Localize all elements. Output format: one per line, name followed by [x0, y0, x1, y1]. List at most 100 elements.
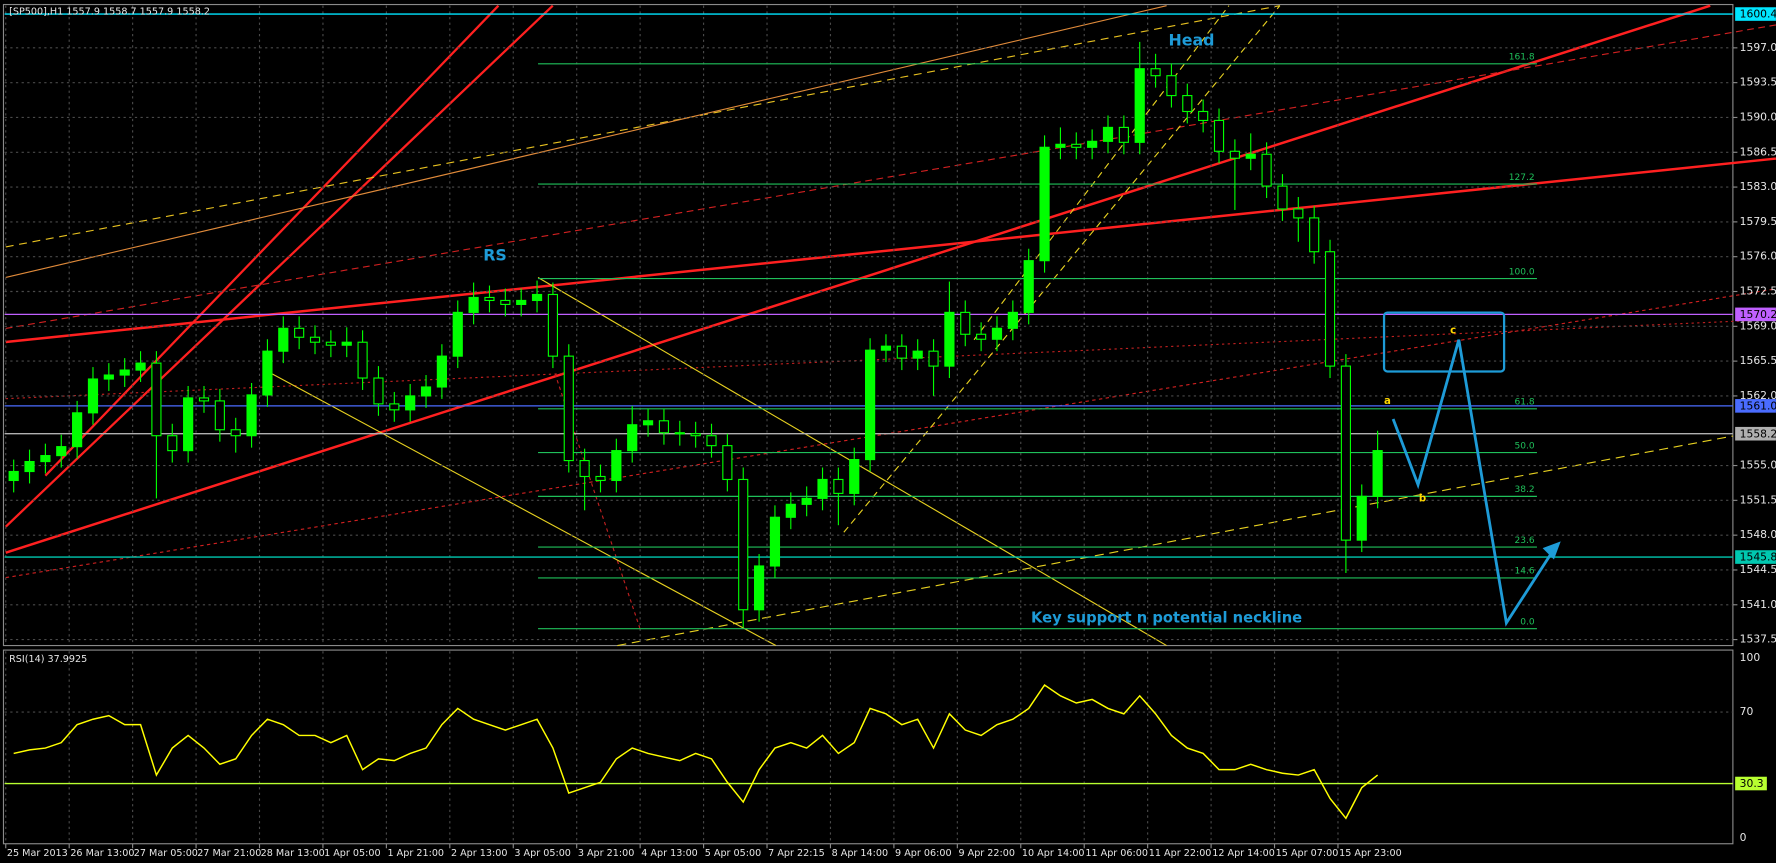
candle-body: [896, 345, 907, 359]
trend-line: [44, 4, 500, 477]
x-tick-label: 27 Mar 21:00: [197, 848, 261, 859]
candle-body: [1166, 75, 1177, 97]
price-label-box: [1735, 7, 1776, 21]
candle-body: [912, 350, 923, 359]
candle-body: [611, 450, 622, 482]
candle-body: [309, 336, 321, 343]
candle-body: [738, 478, 749, 611]
candle-body: [1213, 119, 1225, 152]
trend-line: [5, 4, 1711, 554]
annotation: b: [1419, 493, 1426, 504]
y-tick-label: 1569.0: [1740, 319, 1776, 332]
candle-body: [1372, 450, 1383, 497]
x-tick-label: 4 Apr 13:00: [641, 848, 698, 859]
candle-body: [690, 433, 701, 437]
candle-body: [389, 403, 400, 411]
price-label: 1558.2: [1740, 427, 1776, 440]
candle-body: [341, 341, 352, 346]
fib-label: 127.2: [1509, 173, 1535, 183]
candle-body: [658, 420, 670, 434]
fib-label: 161.8: [1509, 52, 1535, 62]
trend-line: [5, 5, 1280, 248]
arrow-head: [1542, 541, 1561, 560]
candle-body: [991, 327, 1003, 340]
x-tick-label: 15 Apr 07:00: [1276, 848, 1339, 859]
price-label-box: [1735, 426, 1776, 441]
y-tick-label: 1555.0: [1740, 459, 1776, 472]
candle-body: [960, 311, 971, 335]
price-label-box: [1735, 307, 1776, 322]
candle-body: [373, 377, 384, 405]
rsi-tick-label: 0: [1740, 831, 1747, 844]
price-label: 1570.2: [1740, 308, 1776, 321]
trend-line: [271, 373, 777, 647]
fib-label: 38.2: [1515, 485, 1535, 495]
candle-body: [579, 460, 590, 478]
candle-body: [785, 503, 796, 518]
candle-body: [24, 460, 35, 473]
rsi-line: [13, 683, 1379, 820]
annotation: a: [1384, 396, 1391, 407]
trend-line: [973, 5, 1230, 341]
candle-body: [1182, 95, 1193, 113]
y-tick-label: 1590.0: [1740, 110, 1776, 123]
candle-body: [976, 333, 987, 340]
candle-body: [1102, 126, 1114, 142]
candle-body: [72, 412, 83, 448]
trend-line: [843, 5, 1281, 533]
rsi-level-box: [1735, 776, 1767, 791]
candle-body: [1118, 126, 1129, 143]
candle-body: [436, 355, 447, 388]
candle-body: [801, 497, 812, 505]
trend-line: [617, 435, 1733, 647]
price-label-box: [1735, 399, 1776, 413]
candle-body: [262, 350, 273, 396]
x-tick-label: 9 Apr 06:00: [895, 848, 952, 859]
price-label: 1561.0: [1740, 399, 1776, 412]
price-label: 1600.4: [1740, 8, 1776, 21]
fib-label: 0.0: [1520, 617, 1535, 627]
candle-body: [230, 429, 241, 437]
candle-body: [8, 470, 19, 482]
x-tick-label: 11 Apr 06:00: [1085, 848, 1148, 859]
y-tick-label: 1551.5: [1740, 493, 1776, 506]
chart-title: [SP500],H1 1557.9 1558.7 1557.9 1558.2: [9, 6, 210, 17]
x-tick-label: 26 Mar 13:00: [70, 848, 134, 859]
x-tick-label: 12 Apr 14:00: [1212, 848, 1275, 859]
rsi-tick-label: 70: [1740, 705, 1754, 718]
marks: 25 Mar 2013 26 Mar 13:00 27 Mar 05:00 27 Ma…: [4, 5, 1776, 859]
candle-body: [928, 350, 939, 367]
fib-label: 23.6: [1515, 536, 1535, 546]
y-tick-label: 1572.5: [1740, 285, 1776, 298]
y-tick-label: 1586.5: [1740, 145, 1776, 158]
candle-body: [325, 341, 336, 346]
candle-body: [1245, 153, 1256, 159]
candle-body: [595, 475, 606, 482]
candle-body: [484, 296, 495, 302]
x-tick-label: 9 Apr 22:00: [958, 848, 1015, 859]
candle-body: [405, 395, 416, 411]
y-tick-label: 1583.0: [1740, 180, 1776, 193]
candle-body: [151, 362, 162, 437]
candle-body: [183, 397, 194, 452]
y-tick-label: 1541.0: [1740, 598, 1776, 611]
candle-body: [627, 424, 638, 452]
candle-body: [944, 311, 955, 367]
candle-body: [1356, 495, 1367, 541]
y-tick-label: 1597.0: [1740, 41, 1776, 54]
y-tick-label: 1593.5: [1740, 76, 1776, 89]
candle-body: [119, 369, 130, 376]
y-tick-label: 1579.5: [1740, 215, 1776, 228]
annotation: c: [1450, 326, 1456, 337]
price-label-box: [1735, 550, 1776, 564]
candle-body: [753, 565, 765, 611]
annotation: Key support n potential neckline: [1031, 609, 1302, 626]
candle-body: [56, 446, 67, 457]
candle-body: [547, 293, 559, 357]
candle-body: [452, 311, 463, 357]
candle-body: [214, 400, 225, 431]
candle-body: [849, 459, 860, 494]
